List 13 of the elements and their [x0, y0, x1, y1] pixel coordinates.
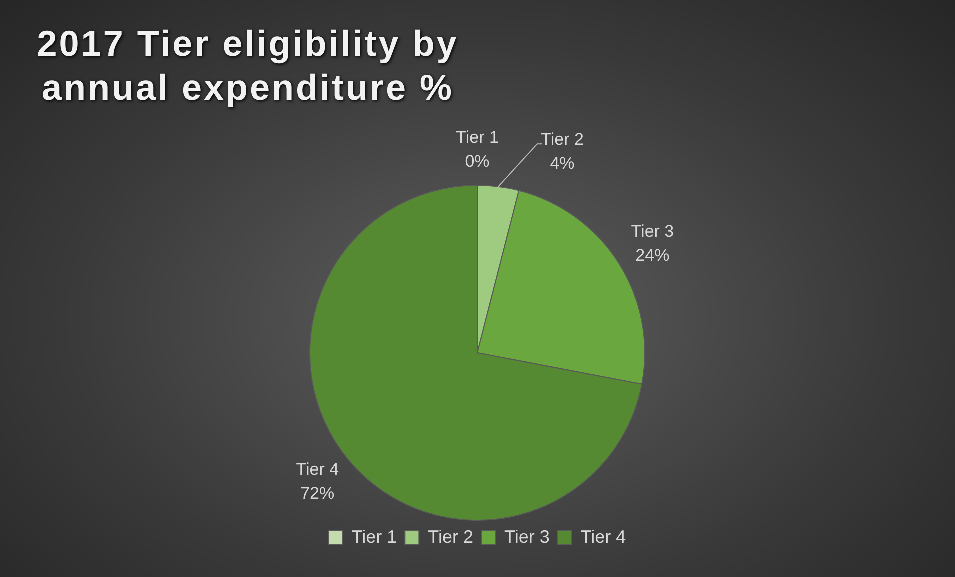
slice-label: Tier 3 [631, 222, 674, 242]
category-label: Tier 1 [456, 128, 499, 148]
text: 0% [465, 152, 490, 172]
chart-title: 2017 Tier eligibility by annual expenditure % [36, 22, 460, 110]
data-label: 4% [550, 154, 575, 173]
legend-label: Tier 2 [428, 526, 474, 547]
data-label: 24% [636, 246, 670, 266]
slice-label: Tier 4 [296, 460, 340, 479]
legend-label: Tier 4 [580, 526, 626, 547]
legend-label: Tier 3 [504, 526, 550, 547]
data-label: 72% [300, 484, 335, 503]
legend-label: Tier 1 [352, 526, 398, 547]
slice-label: Tier 2 [541, 130, 584, 149]
